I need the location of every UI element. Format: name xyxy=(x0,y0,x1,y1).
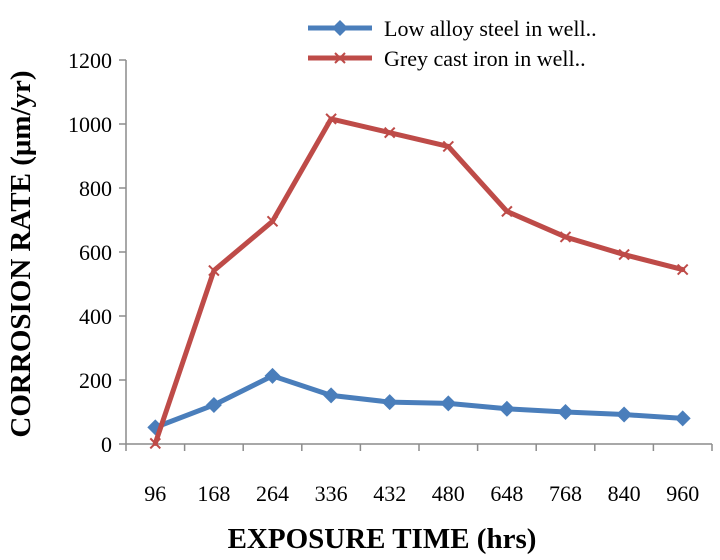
data-point xyxy=(325,113,337,125)
x-tick-label: 432 xyxy=(373,481,406,506)
y-tick-label: 1000 xyxy=(68,112,112,137)
data-point xyxy=(205,396,222,413)
y-tick-label: 0 xyxy=(101,432,112,457)
series-line xyxy=(152,373,686,430)
series-2 xyxy=(149,113,689,450)
legend-item: Grey cast iron in well.. xyxy=(308,46,586,71)
x-tick-label: 768 xyxy=(549,481,582,506)
data-point xyxy=(440,395,457,412)
data-point xyxy=(557,404,574,420)
legend-label: Low alloy steel in well.. xyxy=(384,16,597,41)
data-point xyxy=(674,410,691,427)
data-point xyxy=(676,263,689,276)
x-tick-label: 336 xyxy=(315,481,348,506)
y-tick-label: 200 xyxy=(79,368,112,393)
x-tick-label: 840 xyxy=(608,481,641,506)
legend: Low alloy steel in well.. Grey cast iron … xyxy=(308,16,597,71)
data-point xyxy=(383,126,396,139)
series-layer xyxy=(147,113,691,450)
data-point xyxy=(381,394,398,411)
data-point xyxy=(208,264,220,277)
x-tick-label: 168 xyxy=(197,481,230,506)
y-tick-label: 400 xyxy=(79,304,112,329)
data-point xyxy=(498,400,515,417)
x-tick-label: 96 xyxy=(144,481,166,506)
data-point xyxy=(442,140,455,153)
data-point xyxy=(559,231,572,243)
x-tick-label: 264 xyxy=(256,481,289,506)
data-point xyxy=(501,205,513,218)
x-tick-label: 480 xyxy=(432,481,465,506)
legend-marker xyxy=(332,20,348,36)
legend-marker xyxy=(334,52,346,64)
legend-item: Low alloy steel in well.. xyxy=(308,16,597,41)
series-line xyxy=(152,116,686,446)
data-point xyxy=(616,406,633,423)
x-tick-label: 648 xyxy=(490,481,523,506)
data-point xyxy=(149,437,162,450)
series-1 xyxy=(147,367,691,436)
data-point xyxy=(264,367,281,384)
y-tick-label: 800 xyxy=(79,176,112,201)
legend-label: Grey cast iron in well.. xyxy=(384,46,586,71)
data-point xyxy=(323,387,340,404)
y-tick-label: 600 xyxy=(79,240,112,265)
data-point xyxy=(266,215,279,227)
y-axis-title: CORROSION RATE (μm/yr) xyxy=(5,70,37,437)
y-ticks: 0 200 400 600 800 1000 1200 xyxy=(68,48,126,457)
x-axis-title: EXPOSURE TIME (hrs) xyxy=(228,523,537,555)
y-tick-label: 1200 xyxy=(68,48,112,73)
x-ticks: 96 168 264 336 432 480 648 768 840 960 xyxy=(125,444,713,506)
data-point xyxy=(618,248,630,261)
x-tick-label: 960 xyxy=(666,481,699,506)
